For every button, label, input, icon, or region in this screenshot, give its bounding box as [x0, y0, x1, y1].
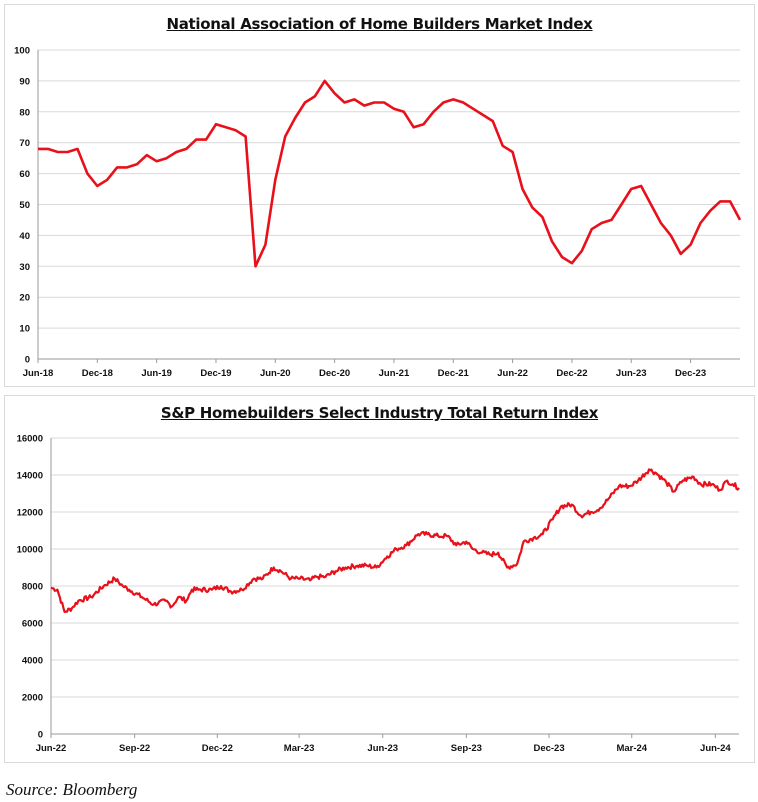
x-tick-label: Jun-23	[616, 368, 647, 379]
y-tick-label: 14000	[17, 471, 43, 482]
chart-title: National Association of Home Builders Ma…	[166, 15, 593, 33]
x-tick-label: Jun-22	[36, 743, 67, 754]
x-tick-label: Dec-18	[82, 368, 113, 379]
x-tick-label: Dec-23	[533, 743, 564, 754]
x-tick-label: Jun-22	[497, 368, 528, 379]
y-tick-label: 4000	[22, 656, 43, 667]
y-tick-label: 30	[19, 262, 30, 273]
x-tick-label: Mar-24	[616, 743, 647, 754]
x-tick-label: Jun-18	[23, 368, 54, 379]
series-line	[50, 468, 740, 613]
y-tick-label: 80	[19, 107, 30, 118]
x-tick-label: Jun-19	[141, 368, 172, 379]
x-tick-label: Sep-23	[451, 743, 482, 754]
x-tick-label: Dec-20	[319, 368, 350, 379]
nahb-chart-panel: National Association of Home Builders Ma…	[4, 4, 755, 387]
y-tick-label: 8000	[22, 582, 43, 593]
y-tick-label: 50	[19, 200, 30, 211]
x-tick-label: Jun-23	[367, 743, 398, 754]
x-tick-label: Jun-21	[379, 368, 410, 379]
y-tick-label: 40	[19, 231, 30, 242]
x-tick-label: Dec-23	[675, 368, 706, 379]
x-tick-label: Sep-22	[119, 743, 150, 754]
y-tick-label: 6000	[22, 619, 43, 630]
x-tick-label: Jun-20	[260, 368, 291, 379]
y-tick-label: 20	[19, 293, 30, 304]
x-tick-label: Dec-21	[438, 368, 470, 379]
y-tick-label: 0	[25, 355, 30, 366]
x-tick-label: Mar-23	[284, 743, 315, 754]
chart-title: S&P Homebuilders Select Industry Total R…	[160, 404, 599, 422]
series-line	[38, 79, 742, 268]
x-tick-label: Dec-22	[202, 743, 233, 754]
nahb-chart: 0 10 20 30 40 50 60 70 80 90 100 Jun-18 Dec-18 Jun-19…	[14, 46, 742, 379]
y-tick-label: 90	[19, 76, 30, 87]
sp-homebuilders-chart-panel: S&P Homebuilders Select Industry Total R…	[4, 395, 755, 763]
y-tick-label: 70	[19, 138, 30, 149]
y-tick-label: 10	[19, 324, 30, 335]
y-tick-label: 100	[14, 46, 30, 57]
x-tick-label: Jun-24	[700, 743, 731, 754]
y-tick-label: 0	[38, 730, 43, 741]
source-note: Source: Bloomberg	[6, 780, 138, 799]
y-tick-label: 12000	[17, 508, 43, 519]
sp-homebuilders-chart: 0 2000 4000 6000 8000 10000 12000 14000 16000 Jun…	[17, 434, 740, 754]
x-tick-label: Dec-19	[200, 368, 231, 379]
y-tick-label: 60	[19, 169, 30, 180]
x-tick-label: Dec-22	[556, 368, 587, 379]
y-tick-label: 2000	[22, 693, 43, 704]
y-tick-label: 16000	[17, 434, 43, 445]
y-tick-label: 10000	[17, 545, 43, 556]
